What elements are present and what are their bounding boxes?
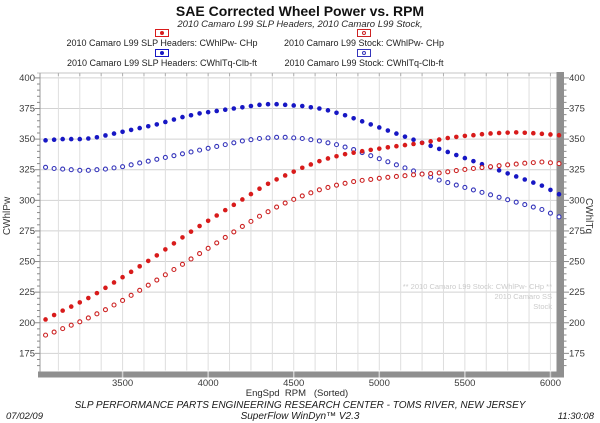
series-slp-torque bbox=[43, 101, 562, 197]
footer-date: 07/02/09 bbox=[6, 411, 43, 422]
svg-text:** 2010 Camaro L99 Stock: CWhl: ** 2010 Camaro L99 Stock: CWhlPw- CHp ** bbox=[403, 282, 552, 291]
legend-label: 2010 Camaro L99 SLP Headers: CWhlTq-Clb-… bbox=[67, 58, 257, 68]
svg-text:325: 325 bbox=[19, 165, 35, 176]
svg-text:5000: 5000 bbox=[369, 378, 390, 389]
svg-text:400: 400 bbox=[569, 73, 585, 84]
legend-item-slp-power: 2010 Camaro L99 SLP Headers: CWhlPw- CHp bbox=[42, 29, 282, 48]
axes bbox=[35, 72, 569, 378]
y-axis-left-title: CWhlPw bbox=[2, 196, 13, 236]
svg-text:350: 350 bbox=[19, 134, 35, 145]
page-title: SAE Corrected Wheel Power vs. RPM bbox=[175, 3, 425, 19]
svg-text:300: 300 bbox=[19, 195, 35, 206]
svg-text:275: 275 bbox=[19, 226, 35, 237]
footer-facility-line: SLP PERFORMANCE PARTS ENGINEERING RESEAR… bbox=[74, 400, 526, 411]
svg-text:Stock: Stock bbox=[533, 302, 552, 311]
footer-software-line: SuperFlow WinDyn™ V2.3 bbox=[240, 411, 360, 422]
svg-text:375: 375 bbox=[569, 104, 585, 115]
footer-time: 11:30:08 bbox=[557, 411, 594, 422]
svg-text:300: 300 bbox=[569, 195, 585, 206]
svg-text:4000: 4000 bbox=[198, 378, 219, 389]
svg-text:250: 250 bbox=[19, 257, 35, 268]
series-stock-torque bbox=[43, 134, 562, 220]
legend-marker-slp-torque-icon bbox=[155, 49, 169, 57]
chart-subtitle: 2010 Camaro L99 SLP Headers, 2010 Camaro… bbox=[177, 19, 423, 30]
svg-text:325: 325 bbox=[569, 165, 585, 176]
svg-text:175: 175 bbox=[569, 348, 585, 359]
y-axis-right-title: CWhlTq bbox=[583, 197, 594, 235]
svg-text:225: 225 bbox=[569, 287, 585, 298]
svg-text:225: 225 bbox=[19, 287, 35, 298]
svg-text:350: 350 bbox=[569, 134, 585, 145]
legend-marker-stock-torque-icon bbox=[357, 49, 371, 57]
legend-label: 2010 Camaro L99 Stock: CWhlTq-Clb-ft bbox=[284, 58, 444, 68]
svg-text:200: 200 bbox=[19, 318, 35, 329]
svg-text:250: 250 bbox=[569, 257, 585, 268]
tick-labels: 175 175 200 200 225 225 250 250 275 275 300 300 325 3… bbox=[19, 73, 585, 389]
svg-text:275: 275 bbox=[569, 226, 585, 237]
svg-text:5500: 5500 bbox=[454, 378, 475, 389]
watermark: ** 2010 Camaro L99 Stock: CWhlPw- CHp **… bbox=[403, 282, 552, 311]
series-stock-power bbox=[43, 159, 562, 338]
svg-text:400: 400 bbox=[19, 73, 35, 84]
legend-item-stock-torque: 2010 Camaro L99 Stock: CWhlTq-Clb-ft bbox=[244, 49, 484, 68]
svg-text:3500: 3500 bbox=[112, 378, 133, 389]
svg-text:6000: 6000 bbox=[540, 378, 561, 389]
x-axis-title: EngSpd RPM (Sorted) bbox=[245, 388, 349, 399]
series-slp-power bbox=[43, 130, 562, 322]
legend-label: 2010 Camaro L99 SLP Headers: CWhlPw- CHp bbox=[66, 38, 258, 48]
svg-text:375: 375 bbox=[19, 104, 35, 115]
svg-text:200: 200 bbox=[569, 318, 585, 329]
legend-item-stock-power: 2010 Camaro L99 Stock: CWhlPw- CHp bbox=[244, 29, 484, 48]
legend-item-slp-torque: 2010 Camaro L99 SLP Headers: CWhlTq-Clb-… bbox=[42, 49, 282, 68]
legend-marker-slp-power-icon bbox=[155, 29, 169, 37]
gridlines bbox=[37, 72, 557, 371]
svg-text:175: 175 bbox=[19, 348, 35, 359]
legend-marker-stock-power-icon bbox=[357, 29, 371, 37]
legend-label: 2010 Camaro L99 Stock: CWhlPw- CHp bbox=[283, 38, 445, 48]
svg-text:2010 Camaro SS: 2010 Camaro SS bbox=[494, 292, 552, 301]
svg-text:4500: 4500 bbox=[283, 378, 304, 389]
